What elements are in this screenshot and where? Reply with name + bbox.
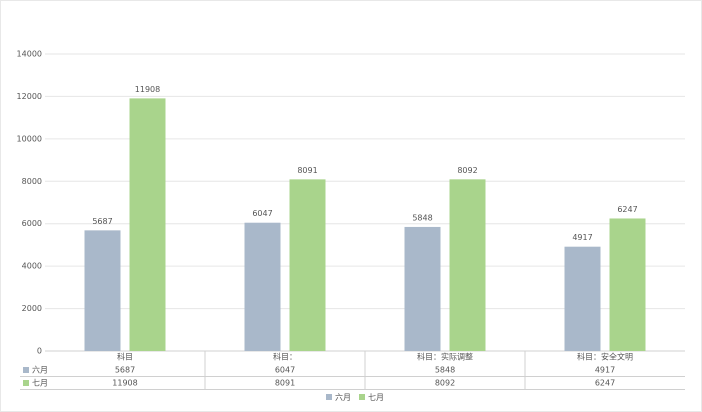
category-label: 科目：实际调整 — [417, 352, 473, 362]
legend-swatch — [359, 394, 365, 400]
y-tick-label: 2000 — [22, 304, 42, 313]
bar — [244, 222, 281, 351]
bar — [449, 179, 486, 351]
y-tick-label: 4000 — [22, 262, 42, 271]
y-tick-label: 14000 — [17, 50, 42, 59]
table-cell: 6247 — [595, 379, 615, 388]
value-label: 6047 — [252, 209, 272, 218]
table-cell: 5687 — [115, 366, 135, 375]
y-tick-label: 0 — [37, 347, 42, 356]
table-row-label: 六月 — [32, 365, 48, 375]
table-cell: 6047 — [275, 366, 295, 375]
value-label: 6247 — [617, 205, 637, 214]
bar — [609, 218, 646, 351]
value-label: 5848 — [412, 213, 432, 222]
legend-swatch — [326, 394, 332, 400]
category-label: 科目： — [273, 352, 297, 362]
table-cell: 8091 — [275, 379, 295, 388]
value-label: 4917 — [572, 233, 592, 242]
y-tick-label: 12000 — [17, 92, 42, 101]
table-cell: 8092 — [435, 379, 455, 388]
bar — [564, 246, 601, 351]
value-label: 11908 — [135, 85, 160, 94]
value-label: 8091 — [297, 166, 317, 175]
legend-label: 六月 — [335, 392, 351, 402]
table-cell: 4917 — [595, 366, 615, 375]
value-label: 8092 — [457, 166, 477, 175]
bar — [289, 179, 326, 351]
y-tick-label: 10000 — [17, 134, 42, 143]
table-cell: 11908 — [112, 379, 137, 388]
value-label: 5687 — [92, 217, 112, 226]
bar — [404, 226, 441, 351]
table-row-label: 七月 — [32, 379, 48, 388]
y-tick-label: 6000 — [22, 219, 42, 228]
y-tick-label: 8000 — [22, 177, 42, 186]
category-label: 科目：安全文明 — [577, 352, 633, 362]
category-label: 科目 — [117, 352, 133, 362]
bar — [84, 230, 121, 351]
table-cell: 5848 — [435, 366, 455, 375]
bar — [129, 98, 166, 352]
legend-label: 七月 — [368, 393, 384, 402]
table-swatch — [23, 380, 29, 386]
table-swatch — [23, 367, 29, 373]
